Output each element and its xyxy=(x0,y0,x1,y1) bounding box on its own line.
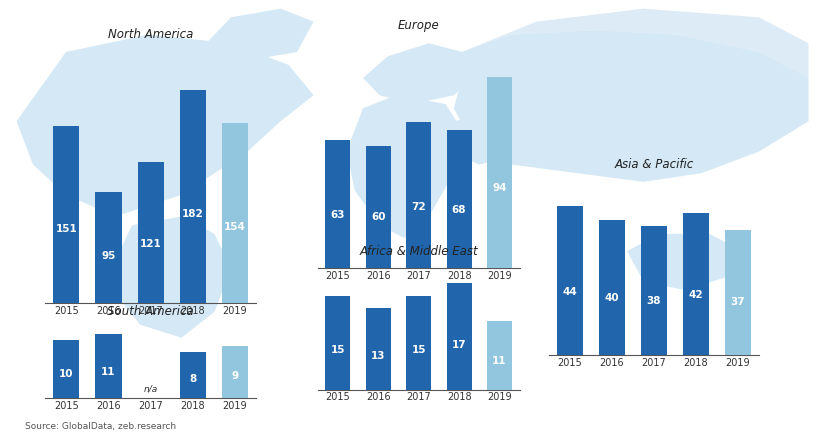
Polygon shape xyxy=(346,95,462,238)
Polygon shape xyxy=(627,234,742,290)
Text: North America: North America xyxy=(108,28,193,41)
Text: 182: 182 xyxy=(182,209,204,219)
Text: 151: 151 xyxy=(55,224,78,234)
Polygon shape xyxy=(462,9,808,78)
Bar xyxy=(54,126,79,303)
Text: 121: 121 xyxy=(139,239,162,249)
Bar xyxy=(96,334,121,398)
Bar xyxy=(683,213,709,355)
Bar xyxy=(325,140,351,268)
Polygon shape xyxy=(363,43,478,104)
Bar xyxy=(446,283,472,390)
Bar xyxy=(180,90,205,303)
Text: 40: 40 xyxy=(605,293,619,303)
Text: 10: 10 xyxy=(59,369,73,379)
Text: Europe: Europe xyxy=(398,19,440,32)
Bar xyxy=(365,308,391,390)
Bar xyxy=(406,296,431,390)
Polygon shape xyxy=(116,216,231,338)
Text: 38: 38 xyxy=(647,296,661,306)
Text: 15: 15 xyxy=(412,345,426,355)
Bar xyxy=(641,226,667,355)
Text: 13: 13 xyxy=(371,350,385,361)
Text: 95: 95 xyxy=(101,252,116,262)
Text: South America: South America xyxy=(107,305,194,318)
Text: 44: 44 xyxy=(563,288,577,297)
Bar xyxy=(96,192,121,303)
Polygon shape xyxy=(16,35,314,216)
Bar xyxy=(365,146,391,268)
Text: 15: 15 xyxy=(331,345,345,355)
Bar xyxy=(487,321,512,390)
Bar xyxy=(725,230,751,355)
Text: 154: 154 xyxy=(224,223,246,233)
Polygon shape xyxy=(206,9,314,61)
Text: 37: 37 xyxy=(731,297,745,307)
Text: 9: 9 xyxy=(231,372,238,381)
Text: 60: 60 xyxy=(371,212,385,222)
Bar xyxy=(54,340,79,398)
Text: n/a: n/a xyxy=(144,384,158,393)
Polygon shape xyxy=(454,113,528,165)
Text: 63: 63 xyxy=(331,210,345,220)
Bar xyxy=(325,296,351,390)
Bar xyxy=(180,352,205,398)
Bar xyxy=(138,162,163,303)
Bar xyxy=(599,220,625,355)
Text: 11: 11 xyxy=(493,356,507,366)
Bar xyxy=(557,206,582,355)
Text: 72: 72 xyxy=(412,202,426,212)
Bar xyxy=(222,123,248,303)
Bar xyxy=(446,130,472,268)
Bar xyxy=(222,346,248,398)
Text: 8: 8 xyxy=(189,374,196,384)
Text: Africa & Middle East: Africa & Middle East xyxy=(360,245,478,258)
Text: 94: 94 xyxy=(493,183,507,193)
Text: 11: 11 xyxy=(101,366,116,377)
Text: Asia & Pacific: Asia & Pacific xyxy=(614,158,694,171)
Text: 68: 68 xyxy=(452,205,466,215)
Polygon shape xyxy=(454,30,808,182)
Bar xyxy=(487,77,512,268)
Bar xyxy=(406,122,431,268)
Text: 42: 42 xyxy=(689,290,703,301)
Text: 17: 17 xyxy=(452,340,466,350)
Text: Source: GlobalData, zeb.research: Source: GlobalData, zeb.research xyxy=(25,422,176,431)
